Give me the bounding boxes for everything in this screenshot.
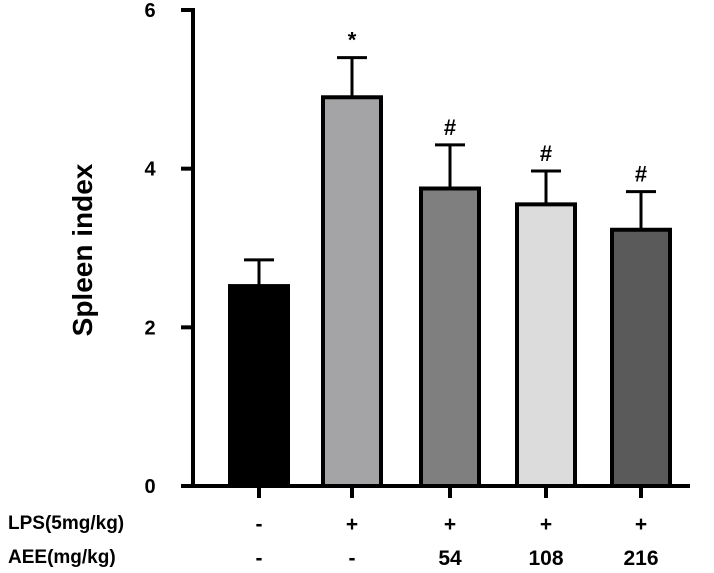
condition-2-value-5: 216 bbox=[623, 547, 658, 570]
bar-5 bbox=[610, 227, 672, 488]
condition-label-1: LPS(5mg/kg) bbox=[8, 513, 124, 534]
condition-1-value-3: + bbox=[444, 513, 456, 536]
bar-1 bbox=[228, 284, 290, 488]
condition-1-value-4: + bbox=[540, 513, 552, 536]
y-tick-label-6: 6 bbox=[144, 0, 155, 22]
condition-2-value-1: - bbox=[256, 547, 263, 570]
condition-1-value-1: - bbox=[256, 513, 263, 536]
y-tick-label-4: 4 bbox=[144, 159, 156, 181]
bar-2 bbox=[321, 95, 383, 489]
significance-mark-3: # bbox=[444, 115, 456, 140]
significance-mark-2: * bbox=[348, 28, 357, 53]
plot-area: 0 2 4 6 * # # # LPS(5mg/kg) - + + + + AEE(mg/kg) - - 54 10… bbox=[8, 0, 690, 570]
significance-mark-5: # bbox=[635, 162, 647, 187]
y-tick-label-0: 0 bbox=[144, 476, 155, 498]
condition-2-value-3: 54 bbox=[438, 547, 462, 570]
condition-2-value-4: 108 bbox=[528, 547, 563, 570]
y-axis-title: Spleen index bbox=[67, 163, 98, 336]
condition-label-2: AEE(mg/kg) bbox=[8, 547, 116, 568]
condition-2-value-2: - bbox=[349, 547, 356, 570]
significance-mark-4: # bbox=[540, 141, 552, 166]
y-tick-label-2: 2 bbox=[144, 317, 155, 339]
condition-1-value-5: + bbox=[635, 513, 647, 536]
condition-1-value-2: + bbox=[346, 513, 358, 536]
bar-4 bbox=[515, 202, 577, 488]
bar-3 bbox=[419, 186, 481, 488]
